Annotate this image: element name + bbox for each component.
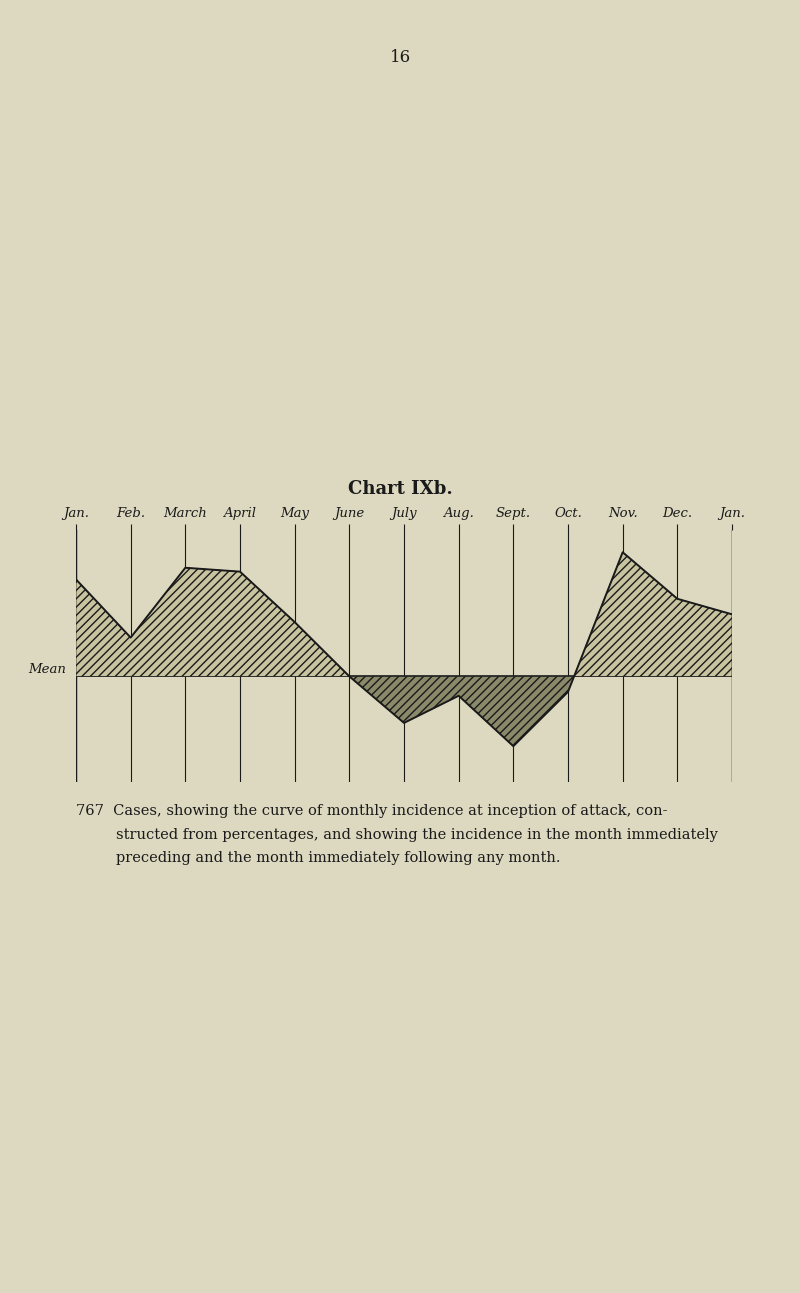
Text: 16: 16 <box>390 49 410 66</box>
Text: Chart IXb.: Chart IXb. <box>348 480 452 498</box>
Text: Mean: Mean <box>28 663 66 676</box>
Text: structed from percentages, and showing the incidence in the month immediately: structed from percentages, and showing t… <box>116 828 718 842</box>
Text: 767  Cases, showing the curve of monthly incidence at inception of attack, con-: 767 Cases, showing the curve of monthly … <box>76 804 667 818</box>
Text: preceding and the month immediately following any month.: preceding and the month immediately foll… <box>116 851 561 865</box>
